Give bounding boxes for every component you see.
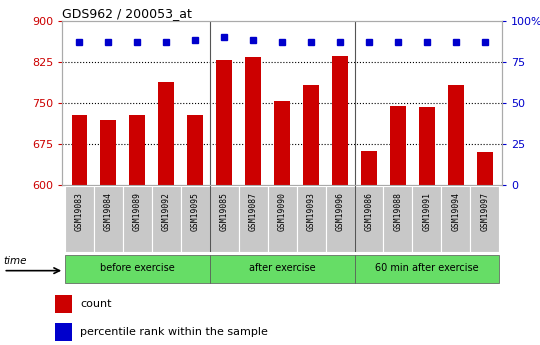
Bar [361, 151, 377, 185]
Bar [55, 295, 72, 313]
Text: before exercise: before exercise [100, 264, 175, 274]
Bar [158, 82, 174, 185]
Bar [448, 85, 464, 185]
Text: GSM19089: GSM19089 [133, 191, 142, 230]
Text: GDS962 / 200053_at: GDS962 / 200053_at [62, 7, 192, 20]
Text: GSM19083: GSM19083 [75, 191, 84, 230]
Bar [94, 186, 123, 252]
Bar [217, 60, 232, 185]
Bar [441, 186, 470, 252]
Bar [355, 186, 383, 252]
Bar [413, 186, 441, 252]
Text: GSM19095: GSM19095 [191, 191, 200, 230]
Bar [71, 115, 87, 185]
Bar [65, 255, 210, 283]
Text: percentile rank within the sample: percentile rank within the sample [80, 327, 268, 337]
Bar [326, 186, 355, 252]
Text: 60 min after exercise: 60 min after exercise [375, 264, 479, 274]
Bar [65, 186, 94, 252]
Text: GSM19096: GSM19096 [335, 191, 345, 230]
Bar [152, 186, 181, 252]
Bar [268, 186, 296, 252]
Bar [239, 186, 268, 252]
Text: GSM19097: GSM19097 [480, 191, 489, 230]
Text: GSM19085: GSM19085 [220, 191, 229, 230]
Text: GSM19086: GSM19086 [364, 191, 374, 230]
Bar [470, 186, 500, 252]
Text: time: time [3, 256, 27, 266]
Text: GSM19093: GSM19093 [307, 191, 315, 230]
Bar [245, 57, 261, 185]
Bar [274, 101, 290, 185]
Bar [355, 255, 500, 283]
Text: GSM19088: GSM19088 [394, 191, 402, 230]
Bar [390, 107, 406, 185]
Bar [419, 107, 435, 185]
Text: count: count [80, 299, 112, 309]
Text: GSM19092: GSM19092 [162, 191, 171, 230]
Bar [210, 186, 239, 252]
Bar [477, 152, 493, 185]
Bar [332, 56, 348, 185]
Text: GSM19094: GSM19094 [451, 191, 461, 230]
Bar [296, 186, 326, 252]
Bar [303, 85, 319, 185]
Bar [100, 120, 117, 185]
Text: GSM19091: GSM19091 [422, 191, 431, 230]
Text: GSM19084: GSM19084 [104, 191, 113, 230]
Bar [187, 115, 203, 185]
Bar [55, 323, 72, 341]
Bar [123, 186, 152, 252]
Text: after exercise: after exercise [249, 264, 315, 274]
Bar [130, 115, 145, 185]
Bar [383, 186, 413, 252]
Bar [210, 255, 355, 283]
Text: GSM19090: GSM19090 [278, 191, 287, 230]
Bar [181, 186, 210, 252]
Text: GSM19087: GSM19087 [249, 191, 258, 230]
